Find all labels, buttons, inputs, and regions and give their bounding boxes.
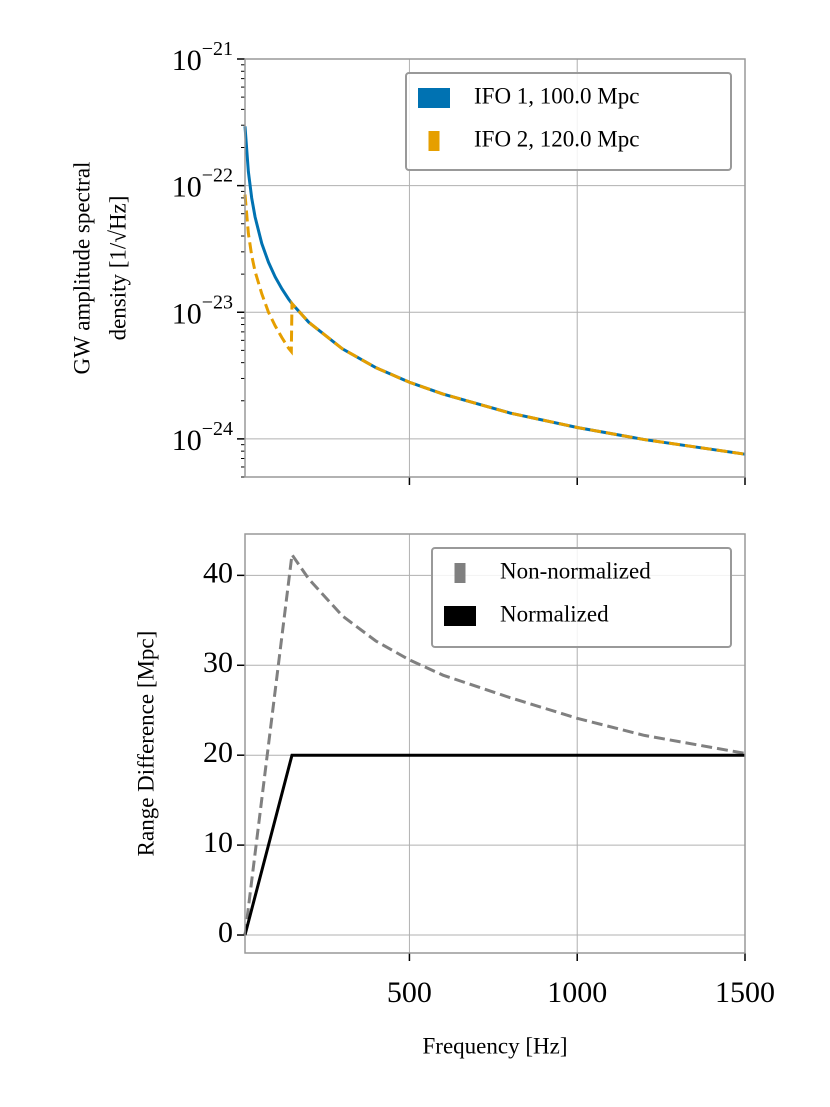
y-axis-label: Range Difference [Mpc] [133,631,158,857]
legend-swatch [454,563,466,583]
x-tick-label: 1000 [547,976,607,1009]
series-line [243,126,746,456]
legend-label: Non-normalized [500,558,651,583]
y-tick-label: 40 [203,556,233,589]
y-tick-label: 10 [203,826,233,859]
axes-frame [244,533,746,954]
legend-box [405,72,732,171]
axes-frame [244,58,746,478]
y-tick-label: 0 [218,916,233,949]
legend-swatch [418,88,450,108]
series-line [243,753,745,936]
legend-swatch [428,131,440,151]
y-tick-label: 10−21 [172,38,233,77]
series-line [243,194,746,456]
y-tick-label: 30 [203,646,233,679]
legend-label: Normalized [500,601,609,626]
y-tick-label: 10−22 [172,164,233,203]
legend-box [431,547,732,648]
y-axis-label: density [1/√Hz] [105,196,130,341]
y-tick-label: 10−23 [172,291,233,330]
x-tick-label: 1500 [715,976,775,1009]
legend-swatch [444,606,476,626]
legend-label: IFO 1, 100.0 Mpc [474,83,639,108]
x-axis-label: Frequency [Hz] [423,1033,568,1058]
legend-label: IFO 2, 120.0 Mpc [474,126,639,151]
series-line [243,550,746,936]
y-tick-label: 20 [203,736,233,769]
y-tick-label: 10−24 [172,417,233,456]
y-axis-label: GW amplitude spectral [69,162,94,375]
x-tick-label: 500 [387,976,432,1009]
